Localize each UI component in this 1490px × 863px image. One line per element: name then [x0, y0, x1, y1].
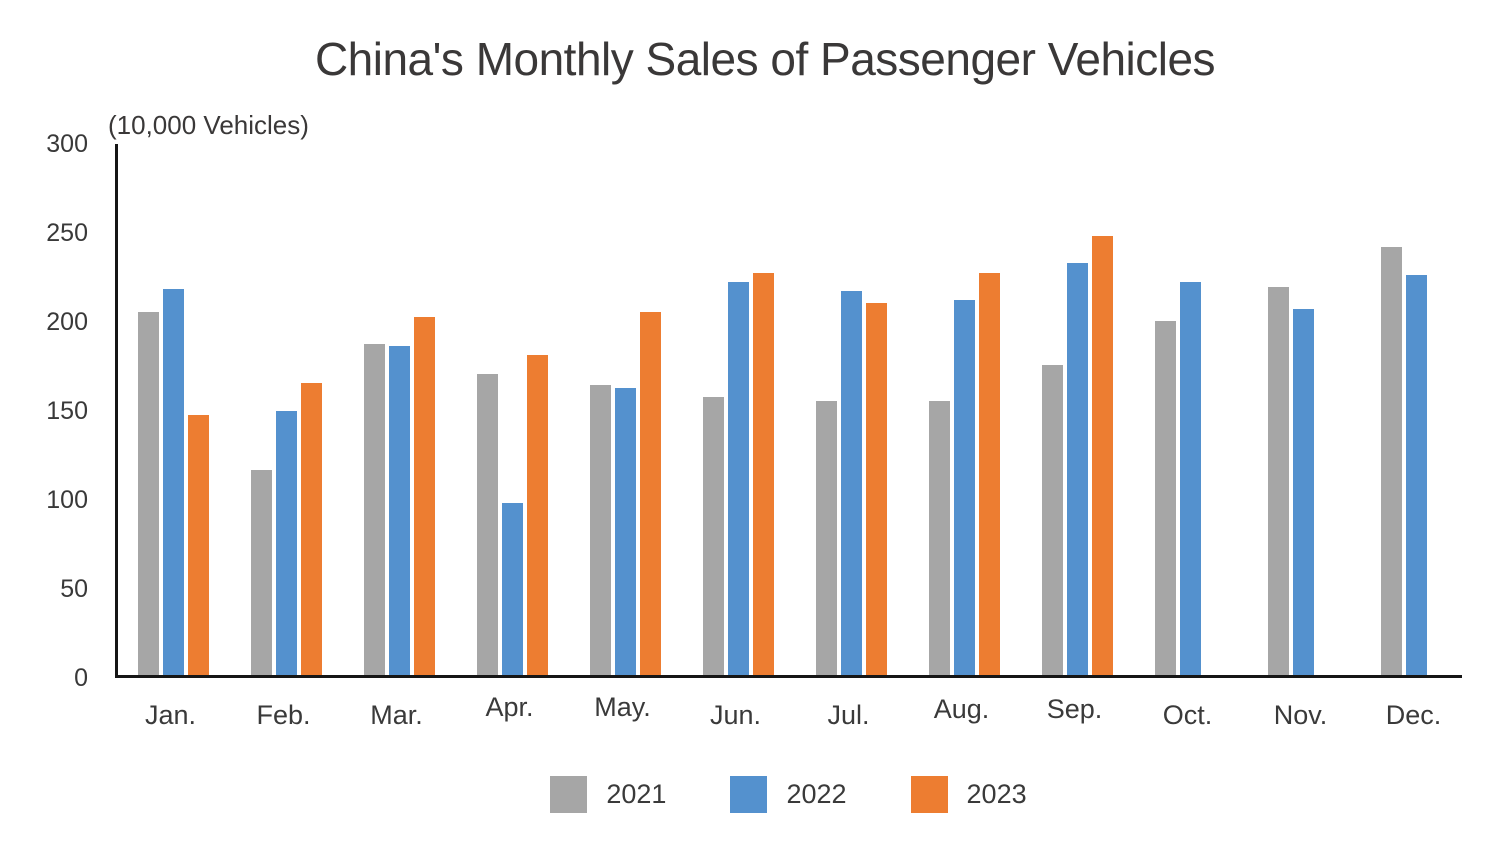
- bar-2022-apr: [502, 503, 523, 675]
- bar-2021-mar: [364, 344, 385, 675]
- bar-2021-sep: [1042, 365, 1063, 675]
- legend-item-2023: 2023: [910, 776, 1027, 813]
- bar-group-aug: [929, 144, 1000, 675]
- x-tick-label-apr: Apr.: [485, 692, 534, 722]
- bar-2022-feb: [276, 411, 297, 675]
- legend-item-2022: 2022: [730, 776, 847, 813]
- x-tick-label-sep: Sep.: [1046, 694, 1103, 724]
- bar-2023-apr: [527, 354, 548, 675]
- x-tick-label-jul: Jul.: [827, 700, 870, 730]
- y-tick-label-150: 150: [46, 397, 88, 425]
- bar-2021-jul: [816, 400, 837, 675]
- bar-group-nov: [1268, 144, 1339, 675]
- bar-2023-mar: [414, 317, 435, 675]
- x-tick-label-oct: Oct.: [1162, 700, 1213, 730]
- bar-2023-aug: [979, 273, 1000, 675]
- x-tick-label-may: May.: [594, 692, 651, 722]
- legend-label-2023: 2023: [966, 779, 1027, 809]
- legend: 2021 2022 2023: [115, 776, 1462, 813]
- legend-swatch-2021: [550, 776, 588, 813]
- bar-group-mar: [364, 144, 435, 675]
- bar-group-dec: [1381, 144, 1452, 675]
- bar-2021-may: [590, 384, 611, 675]
- legend-label-2021: 2021: [606, 779, 667, 809]
- x-tick-label-mar: Mar.: [370, 700, 423, 730]
- bar-2023-feb: [301, 382, 322, 675]
- bar-2022-mar: [389, 345, 410, 675]
- bar-group-jul: [816, 144, 887, 675]
- x-tick-label-feb: Feb.: [256, 700, 311, 730]
- x-tick-label-aug: Aug.: [933, 694, 990, 724]
- y-tick-label-100: 100: [46, 486, 88, 514]
- bar-2022-sep: [1067, 262, 1088, 675]
- bar-group-oct: [1155, 144, 1226, 675]
- legend-swatch-2023: [910, 776, 948, 813]
- bar-2023-jun: [753, 273, 774, 675]
- bar-2023-may: [640, 312, 661, 675]
- bar-2022-jul: [841, 290, 862, 675]
- y-tick-label-300: 300: [46, 130, 88, 158]
- bar-group-feb: [251, 144, 322, 675]
- bar-2021-nov: [1268, 287, 1289, 675]
- bar-2021-feb: [251, 469, 272, 675]
- legend-label-2022: 2022: [786, 779, 847, 809]
- bar-group-apr: [477, 144, 548, 675]
- bar-2023-jul: [866, 303, 887, 675]
- bar-2023-jan: [188, 414, 209, 675]
- bar-group-sep: [1042, 144, 1113, 675]
- bar-group-jan: [138, 144, 209, 675]
- chart-title: China's Monthly Sales of Passenger Vehic…: [314, 33, 1216, 85]
- bar-2021-dec: [1381, 246, 1402, 675]
- bar-2021-apr: [477, 374, 498, 675]
- bar-2022-jan: [163, 289, 184, 675]
- bar-2022-dec: [1406, 274, 1427, 675]
- bar-2021-jun: [703, 397, 724, 675]
- bar-2022-may: [615, 388, 636, 675]
- bar-2022-nov: [1293, 308, 1314, 675]
- legend-swatch-2022: [730, 776, 768, 813]
- x-tick-label-dec: Dec.: [1385, 700, 1442, 730]
- bar-2023-sep: [1092, 236, 1113, 675]
- plot-area: [115, 144, 1462, 678]
- bar-2022-aug: [954, 299, 975, 675]
- y-axis-unit-label: (10,000 Vehicles): [108, 110, 309, 140]
- bar-2021-jan: [138, 312, 159, 675]
- bar-2021-aug: [929, 400, 950, 675]
- y-tick-label-0: 0: [74, 664, 88, 692]
- y-axis-tick-labels: 0 50 100 150 200 250 300: [0, 131, 88, 691]
- x-tick-label-nov: Nov.: [1273, 700, 1328, 730]
- bars-row: [118, 144, 1462, 675]
- y-tick-label-250: 250: [46, 219, 88, 247]
- bar-2022-jun: [728, 282, 749, 675]
- y-tick-label-200: 200: [46, 308, 88, 336]
- legend-item-2021: 2021: [550, 776, 666, 813]
- bar-2022-oct: [1180, 282, 1201, 675]
- x-tick-label-jan: Jan.: [144, 700, 197, 730]
- y-tick-label-50: 50: [60, 575, 88, 603]
- bar-group-jun: [703, 144, 774, 675]
- bar-2021-oct: [1155, 321, 1176, 675]
- x-tick-label-jun: Jun.: [709, 700, 762, 730]
- bar-group-may: [590, 144, 661, 675]
- x-axis-labels: Jan. Feb. Mar. Apr. May. Jun. Jul. Aug. Sep. Oct.…: [115, 692, 1462, 731]
